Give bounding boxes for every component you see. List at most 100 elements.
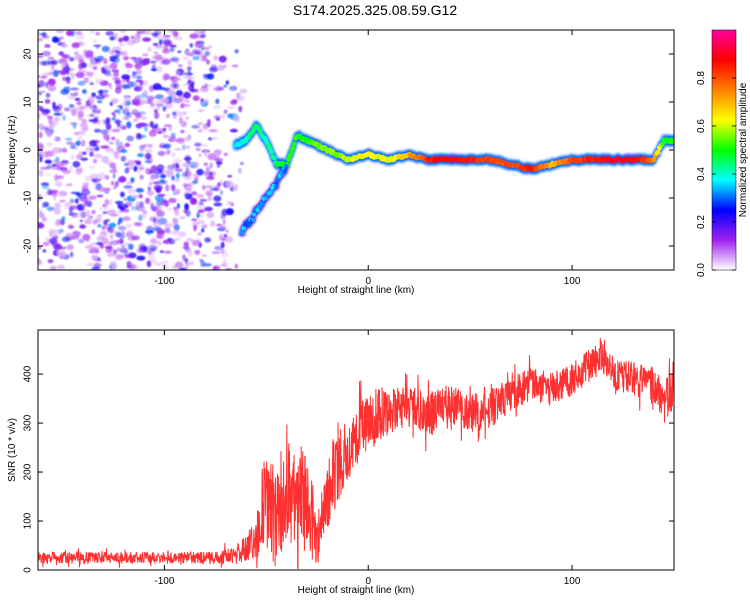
noise-blob (72, 122, 77, 129)
snr-x-label: Height of straight line (km) (298, 585, 415, 596)
noise-blob (150, 165, 158, 171)
noise-blob (75, 198, 79, 204)
noise-blob (117, 105, 123, 108)
y-tick-label: 300 (23, 414, 34, 431)
noise-blob (81, 125, 89, 132)
noise-blob (38, 259, 43, 266)
noise-blob (188, 250, 193, 257)
noise-blob (191, 124, 200, 129)
noise-blob (181, 162, 190, 168)
noise-blob (155, 127, 164, 132)
noise-blob (29, 258, 35, 262)
y-tick-label: 100 (23, 512, 34, 529)
noise-blob (81, 188, 91, 196)
noise-blob (139, 201, 145, 208)
noise-blob (38, 106, 44, 112)
branch-blob (269, 189, 274, 194)
y-tick-label: 20 (23, 48, 34, 60)
noise-blob (162, 134, 169, 139)
noise-blob (145, 197, 151, 204)
noise-blob (132, 108, 139, 113)
noise-blob (150, 32, 160, 36)
noise-blob (38, 246, 42, 250)
noise-blob (197, 232, 203, 236)
noise-blob (52, 105, 60, 109)
noise-blob (99, 207, 103, 211)
noise-blob (123, 97, 132, 104)
noise-blob (84, 245, 95, 249)
noise-blob (173, 238, 179, 242)
noise-blob (38, 222, 44, 225)
branch-blob (252, 212, 257, 217)
noise-blob (38, 37, 44, 42)
noise-blob (185, 166, 189, 173)
noise-blob (184, 183, 192, 187)
noise-blob (189, 33, 199, 39)
noise-blob (38, 31, 40, 37)
noise-blob (142, 210, 148, 215)
noise-blob (122, 35, 130, 42)
noise-blob (44, 173, 53, 177)
noise-blob (78, 34, 86, 37)
noise-blob (66, 80, 71, 85)
noise-blob (29, 63, 37, 66)
noise-blob (91, 92, 96, 98)
noise-blob (123, 95, 132, 99)
noise-blob (150, 247, 156, 252)
noise-blob (98, 187, 107, 192)
colorbar-tick-label: 0.2 (696, 215, 707, 229)
noise-blob (179, 104, 184, 108)
noise-blob (75, 36, 85, 40)
noise-blob (192, 95, 200, 101)
noise-blob (239, 88, 248, 94)
noise-blob (198, 109, 205, 112)
noise-blob (116, 149, 121, 154)
noise-blob (108, 160, 113, 164)
noise-blob (216, 265, 222, 269)
noise-blob (33, 217, 38, 224)
noise-blob (142, 58, 150, 65)
noise-blob (219, 190, 223, 195)
y-tick-label: -20 (23, 238, 34, 253)
noise-blob (174, 178, 180, 182)
noise-blob (47, 259, 54, 264)
noise-blob (146, 230, 152, 235)
noise-blob (102, 211, 108, 215)
noise-blob (197, 122, 204, 126)
noise-blob (172, 217, 179, 225)
noise-blob (208, 45, 212, 49)
noise-blob (127, 188, 137, 194)
noise-blob (196, 203, 206, 211)
branch-blob (282, 168, 287, 174)
noise-blob (209, 188, 219, 191)
x-tick-label: 100 (564, 576, 581, 587)
noise-blob (91, 254, 99, 261)
noise-blob (178, 64, 183, 68)
trace-blob (655, 149, 661, 155)
noise-blob (152, 42, 159, 47)
noise-blob (85, 147, 90, 153)
noise-blob (127, 159, 134, 166)
noise-blob (121, 216, 131, 221)
noise-blob (117, 221, 121, 226)
noise-blob (162, 239, 171, 244)
noise-blob (42, 241, 50, 247)
noise-blob (148, 144, 153, 149)
noise-blob (202, 54, 208, 60)
noise-blob (189, 197, 198, 205)
noise-blob (225, 229, 229, 233)
noise-blob (166, 223, 174, 227)
noise-blob (76, 140, 81, 147)
noise-blob (168, 125, 172, 132)
noise-blob (105, 147, 115, 153)
noise-blob (114, 181, 119, 188)
noise-blob (110, 180, 114, 186)
noise-blob (110, 98, 119, 104)
x-tick-label: -100 (154, 276, 174, 287)
noise-blob (149, 121, 154, 128)
y-tick-label: 0 (23, 147, 34, 153)
noise-blob (112, 265, 117, 269)
noise-blob (170, 46, 175, 53)
noise-blob (47, 78, 56, 86)
noise-blob (91, 178, 99, 183)
